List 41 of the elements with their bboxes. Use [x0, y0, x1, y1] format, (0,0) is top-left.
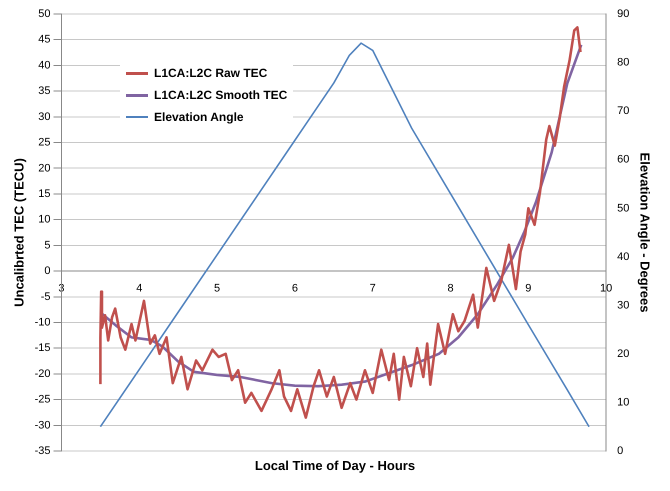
y-tick-label: 15: [38, 188, 50, 200]
y2-tick-label: 70: [617, 105, 630, 118]
y2-axis-title: Elevation Angle - Degrees: [638, 152, 653, 312]
y-tick-label: -25: [34, 394, 50, 406]
y-axis-title: Uncalibrted TEC (TECU): [11, 158, 26, 307]
y-tick-label: 45: [38, 34, 50, 46]
y-tick-label: 30: [38, 110, 50, 123]
y-tick-label: -35: [34, 445, 50, 458]
x-tick-label: 7: [370, 282, 376, 295]
y2-tick-label: 60: [617, 154, 630, 166]
x-tick-label: 9: [525, 282, 532, 295]
x-axis-title: Local Time of Day - Hours: [254, 458, 416, 473]
y2-tick-label: 40: [617, 250, 630, 263]
y-tick-label: -10: [34, 316, 50, 328]
y2-tick-label: 20: [617, 348, 630, 360]
y-tick-label: 10: [38, 214, 50, 226]
y-tick-label: 20: [38, 162, 50, 174]
x-tick-label: 8: [447, 282, 454, 295]
x-tick-label: 6: [292, 282, 298, 295]
legend-label: L1CA:L2C Raw TEC: [154, 66, 268, 80]
y-tick-label: 5: [44, 239, 50, 252]
legend-label: L1CA:L2C Smooth TEC: [154, 88, 288, 102]
y2-tick-label: 0: [617, 445, 624, 458]
x-tick-label: 5: [214, 282, 220, 295]
y2-tick-label: 30: [617, 299, 630, 312]
y-tick-label: -15: [34, 342, 50, 354]
y2-tick-label: 50: [617, 202, 630, 214]
y2-tick-label: 90: [617, 8, 630, 20]
y-tick-label: -20: [34, 368, 50, 380]
y-tick-label: -5: [40, 290, 50, 303]
y-tick-label: 35: [38, 85, 50, 98]
x-tick-label: 10: [600, 282, 612, 295]
y2-tick-label: 10: [617, 396, 630, 408]
y-tick-label: 0: [44, 265, 50, 278]
x-tick-label: 4: [136, 282, 142, 295]
y-tick-label: 50: [38, 8, 50, 20]
y-tick-label: 40: [38, 59, 50, 72]
y2-tick-label: 80: [617, 56, 630, 69]
y-tick-label: -30: [34, 419, 50, 432]
y-tick-label: 25: [38, 136, 50, 149]
legend-label: Elevation Angle: [154, 110, 244, 124]
